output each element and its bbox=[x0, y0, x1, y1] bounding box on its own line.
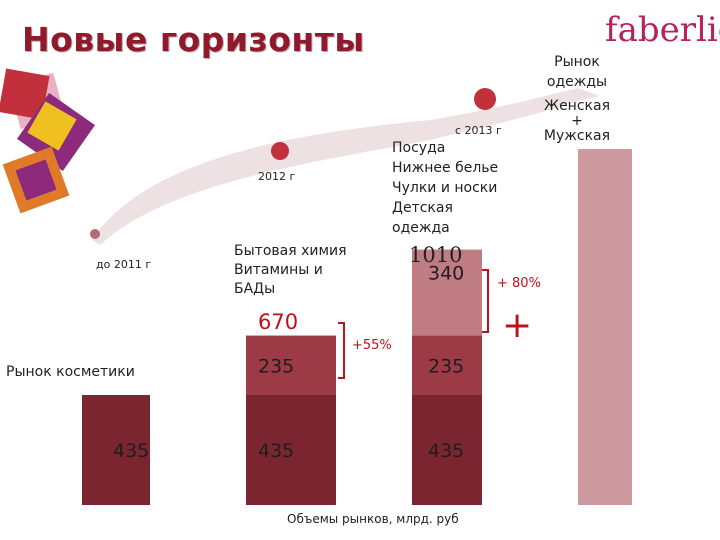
timeline-dot-2011 bbox=[90, 229, 100, 239]
page-title: Новые горизонты bbox=[22, 20, 365, 59]
deco-square-yellow bbox=[27, 101, 77, 151]
label-clothes-plus: + bbox=[571, 113, 583, 129]
label-market-clothes-line2: одежды bbox=[546, 74, 608, 90]
timeline-dot-2013 bbox=[474, 88, 496, 110]
bracket-80 bbox=[482, 269, 489, 333]
timeline-arc bbox=[92, 88, 600, 245]
label-market-clothes-line1: Рынок bbox=[554, 54, 600, 70]
deco-square-purple-inner bbox=[15, 159, 57, 201]
timeline-label-2013: с 2013 г bbox=[455, 124, 502, 137]
bar-2-seg-0 bbox=[412, 395, 482, 505]
bar-value-label: 435 bbox=[258, 440, 294, 462]
label-group-2013: Посуда Нижнее белье Чулки и носки Детска… bbox=[392, 140, 499, 236]
label-clothes-men: Мужская bbox=[543, 128, 611, 144]
bar-1-seg-0 bbox=[246, 395, 336, 505]
label-clothes-types: Женская + Мужская bbox=[535, 99, 619, 144]
brand-logo: faberlic bbox=[605, 10, 720, 50]
bar-2-seg-1 bbox=[412, 335, 482, 395]
bar-value-label: 435 bbox=[113, 440, 149, 462]
growth-80: + 80% bbox=[497, 276, 541, 291]
growth-55: +55% bbox=[352, 338, 392, 353]
bar-value-label: 435 bbox=[428, 440, 464, 462]
bar-2-seg-2 bbox=[412, 249, 482, 336]
bar-3-seg-2 bbox=[578, 149, 632, 505]
timeline-dot-2012 bbox=[271, 142, 289, 160]
bar-0-seg-0 bbox=[82, 395, 150, 505]
label-group-2012: Бытовая химия Витамины и БАДы bbox=[234, 243, 347, 297]
total-2013: 1010 bbox=[409, 243, 463, 267]
chart-footer: Объемы рынков, млрд. руб bbox=[287, 512, 459, 526]
bar-value-label: 340 bbox=[428, 263, 464, 285]
bar-value-label: 235 bbox=[258, 355, 294, 377]
bar-value-label: 235 bbox=[428, 355, 464, 377]
timeline-label-2011: до 2011 г bbox=[96, 258, 152, 271]
total-2012: 670 bbox=[258, 310, 299, 334]
bars-group: 435 435 235 435 235 340 bbox=[82, 149, 632, 505]
plus-sign: + bbox=[502, 305, 533, 346]
deco-square-red bbox=[0, 68, 50, 120]
label-clothes-women: Женская bbox=[543, 98, 610, 114]
timeline-label-2012: 2012 г bbox=[258, 170, 296, 183]
decorative-squares bbox=[0, 68, 95, 214]
bracket-55 bbox=[338, 322, 345, 379]
label-market-clothes: Рынок одежды bbox=[545, 52, 609, 92]
label-market-cosmetics: Рынок косметики bbox=[6, 364, 135, 380]
bar-1-seg-1 bbox=[246, 335, 336, 395]
